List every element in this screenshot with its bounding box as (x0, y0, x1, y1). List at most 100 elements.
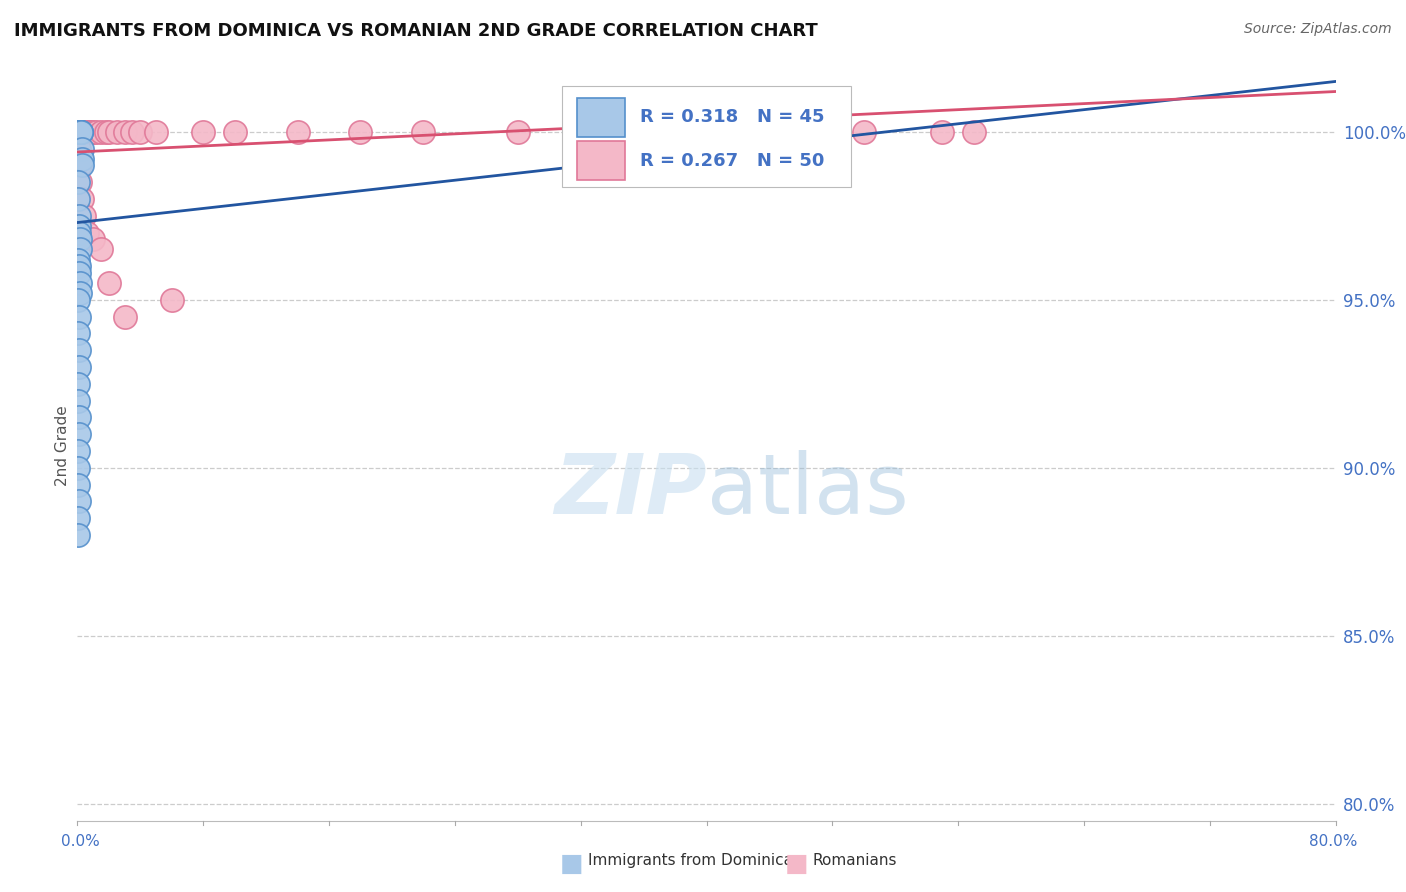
Point (67, 226, 90, 240)
Point (67, 376, 90, 391)
Point (67, 125, 90, 139)
Point (349, 125, 371, 139)
Point (67, 125, 90, 139)
Point (67, 343, 90, 358)
Point (72, 209, 94, 223)
Point (67, 259, 90, 273)
Point (97, 125, 120, 139)
Point (67, 252, 90, 267)
Point (67, 326, 90, 341)
Point (67, 477, 90, 491)
Point (67, 511, 90, 525)
Point (105, 125, 128, 139)
Point (852, 125, 875, 139)
Point (70, 152, 93, 166)
Point (90, 243, 112, 257)
Point (67, 460, 90, 475)
Point (70, 142, 93, 156)
Text: 80.0%: 80.0% (1309, 834, 1357, 849)
Text: ■: ■ (560, 852, 583, 876)
Point (69, 125, 91, 139)
Point (963, 125, 986, 139)
Point (97, 276, 120, 290)
Point (191, 125, 215, 139)
Point (69, 125, 91, 139)
Point (69, 125, 91, 139)
Point (70, 192, 93, 206)
Point (67, 393, 90, 408)
Point (82, 125, 104, 139)
Point (412, 125, 434, 139)
Point (79, 125, 101, 139)
Point (70, 125, 93, 139)
Point (70, 125, 93, 139)
Point (69, 175, 91, 189)
Y-axis label: 2nd Grade: 2nd Grade (55, 406, 70, 486)
Point (69, 286, 91, 301)
Point (67, 125, 90, 139)
Text: R = 0.318   N = 45: R = 0.318 N = 45 (640, 108, 824, 126)
Point (69, 125, 91, 139)
Point (70, 125, 93, 139)
Text: 0.0%: 0.0% (60, 834, 100, 849)
Point (67, 528, 90, 542)
Point (67, 125, 90, 139)
Point (73, 125, 96, 139)
Point (145, 125, 167, 139)
Point (72, 125, 94, 139)
Point (84, 125, 107, 139)
Point (114, 125, 136, 139)
Point (67, 293, 90, 307)
Point (94, 125, 117, 139)
Point (67, 219, 90, 233)
Point (69, 125, 91, 139)
Point (67, 125, 90, 139)
Text: R = 0.267   N = 50: R = 0.267 N = 50 (640, 152, 824, 169)
Text: IMMIGRANTS FROM DOMINICA VS ROMANIAN 2ND GRADE CORRELATION CHART: IMMIGRANTS FROM DOMINICA VS ROMANIAN 2ND… (14, 22, 818, 40)
Point (506, 125, 529, 139)
Point (69, 125, 91, 139)
Point (69, 232, 91, 246)
Point (69, 158, 91, 172)
Point (67, 444, 90, 458)
Point (121, 125, 143, 139)
Point (67, 359, 90, 374)
Bar (576, 141, 624, 180)
Point (69, 243, 91, 257)
Point (931, 125, 953, 139)
Point (160, 293, 183, 307)
Point (67, 142, 90, 156)
Text: Immigrants from Dominica: Immigrants from Dominica (588, 853, 793, 868)
Text: Source: ZipAtlas.com: Source: ZipAtlas.com (1244, 22, 1392, 37)
Point (67, 427, 90, 442)
Point (70, 125, 93, 139)
Point (224, 125, 246, 139)
Point (69, 125, 91, 139)
Point (76, 226, 98, 240)
Point (67, 175, 90, 189)
Text: ZIP: ZIP (554, 450, 707, 532)
Point (67, 125, 90, 139)
Point (70, 158, 93, 172)
Point (67, 192, 90, 206)
Point (67, 125, 90, 139)
Point (67, 125, 90, 139)
Point (70, 125, 93, 139)
Point (69, 276, 91, 290)
Bar (576, 97, 624, 136)
Point (69, 125, 91, 139)
Point (76, 125, 98, 139)
Text: atlas: atlas (707, 450, 908, 532)
Point (67, 125, 90, 139)
Point (727, 125, 749, 139)
Point (114, 310, 136, 324)
Point (67, 410, 90, 425)
Point (617, 125, 640, 139)
Point (72, 125, 94, 139)
Point (67, 310, 90, 324)
Point (67, 266, 90, 280)
Point (69, 125, 91, 139)
Point (129, 125, 152, 139)
Point (287, 125, 309, 139)
Point (82, 232, 104, 246)
